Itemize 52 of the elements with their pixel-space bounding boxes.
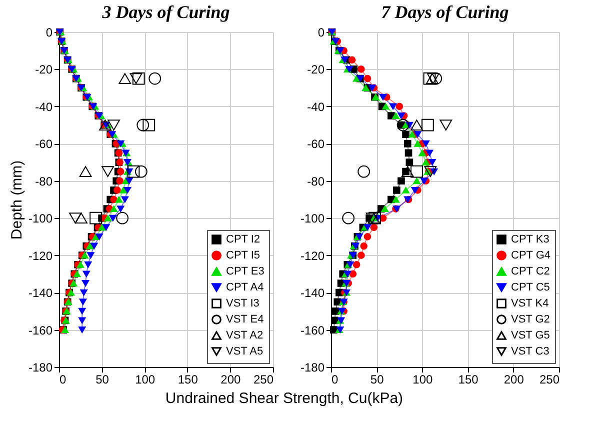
y-tick-label: -80 [35, 174, 53, 188]
y-tick-label: -160 [28, 323, 53, 338]
legend-label: VST I3 [226, 298, 260, 310]
y-tick-label: -20 [307, 62, 325, 77]
y-tick-label: -180 [28, 360, 53, 374]
legend-label: CPT C2 [511, 266, 550, 278]
x-tick-label: 50 [96, 372, 110, 386]
chart-title: 7 Days of Curing [381, 2, 509, 22]
y-tick-label: 0 [46, 26, 53, 40]
x-tick-label: 150 [178, 372, 198, 386]
x-tick-label: 250 [253, 372, 274, 386]
x-tick-label: 250 [539, 372, 560, 386]
y-tick-label: 0 [318, 26, 325, 40]
legend-label: VST G2 [511, 314, 550, 326]
y-tick-label: -60 [35, 137, 53, 152]
x-tick-label: 50 [370, 372, 384, 386]
y-tick-label: -20 [35, 62, 53, 77]
y-tick-label: -100 [28, 212, 53, 226]
x-axis-title: Undrained Shear Strength, Cu(kPa) [165, 390, 404, 407]
y-tick-label: -140 [300, 286, 325, 300]
legend-label: VST E4 [226, 314, 264, 326]
legend-label: CPT K3 [511, 234, 550, 246]
x-tick-label: 0 [332, 372, 338, 386]
legend-label: CPT E3 [226, 266, 264, 278]
legend-label: CPT A4 [226, 282, 264, 294]
x-tick-label: 200 [220, 372, 242, 386]
legend-label: CPT I2 [226, 234, 260, 246]
x-tick-label: 200 [504, 372, 524, 386]
y-tick-label: -60 [307, 137, 325, 152]
x-tick-label: 0 [60, 372, 66, 386]
y-tick-label: -80 [307, 174, 325, 188]
y-tick-label: -160 [300, 323, 325, 338]
y-tick-label: -40 [307, 100, 325, 114]
legend-label: VST A2 [226, 330, 264, 342]
y-axis-title: Depth (mm) [8, 160, 26, 240]
legend-label: VST G5 [511, 330, 550, 342]
x-tick-label: 100 [135, 372, 156, 386]
legend-label: VST A5 [226, 346, 264, 358]
legend-label: VST K4 [511, 298, 549, 310]
y-tick-label: -140 [28, 286, 53, 300]
y-tick-label: -100 [300, 212, 325, 226]
y-tick-label: -180 [300, 360, 325, 374]
x-tick-label: 100 [412, 372, 434, 386]
y-tick-label: -120 [300, 248, 325, 263]
legend-label: CPT I5 [226, 250, 260, 262]
x-tick-label: 150 [458, 372, 479, 386]
y-tick-label: -120 [28, 248, 53, 263]
legend-label: VST C3 [511, 346, 550, 358]
legend-label: CPT G4 [511, 250, 551, 262]
y-tick-label: -40 [35, 100, 53, 114]
chart-title: 3 Days of Curing [101, 2, 230, 22]
legend-label: CPT C5 [511, 282, 550, 294]
